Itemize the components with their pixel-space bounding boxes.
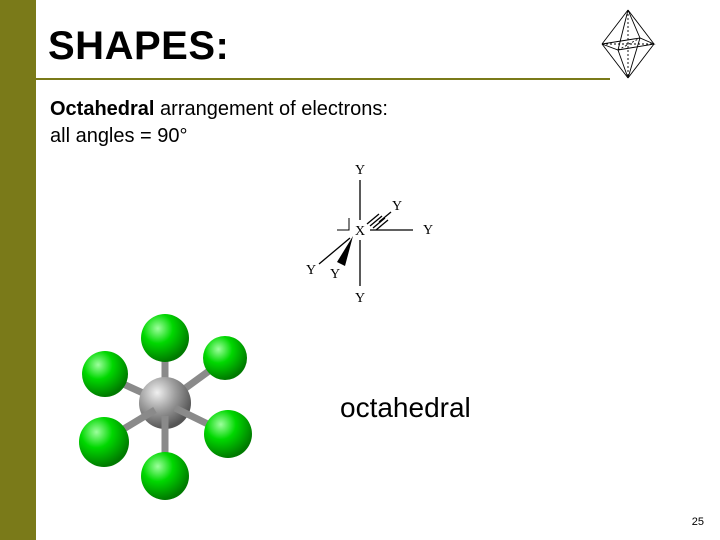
y-label-right: Y xyxy=(423,223,433,238)
y-label-backright: Y xyxy=(392,199,402,214)
page-number: 25 xyxy=(692,516,704,528)
molecule-3d-model xyxy=(60,308,270,508)
body-bold: Octahedral xyxy=(50,98,154,120)
body-line2: all angles = 90° xyxy=(50,125,188,147)
left-accent-bar xyxy=(0,0,36,540)
skeletal-diagram: Y Y Y Y Y Y X xyxy=(285,158,435,308)
body-rest: arrangement of electrons: xyxy=(154,98,387,120)
y-label-frontleft: Y xyxy=(330,267,340,282)
y-label-bottom: Y xyxy=(355,291,365,306)
body-text: Octahedral arrangement of electrons: all… xyxy=(50,96,388,150)
slide-title: SHAPES: xyxy=(48,24,229,69)
title-underline xyxy=(36,78,610,80)
shape-name-label: octahedral xyxy=(340,392,471,424)
y-label-left: Y xyxy=(306,263,316,278)
y-label-top: Y xyxy=(355,163,365,178)
x-label-center: X xyxy=(355,224,365,239)
octahedron-wireframe-icon xyxy=(592,6,664,82)
